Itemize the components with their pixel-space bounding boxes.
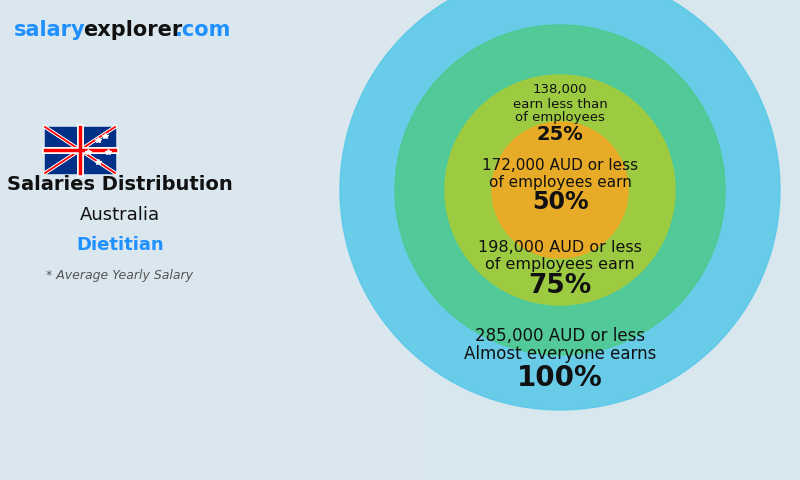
- Text: Australia: Australia: [80, 206, 160, 224]
- Text: 285,000 AUD or less: 285,000 AUD or less: [475, 327, 645, 345]
- Text: Almost everyone earns: Almost everyone earns: [464, 345, 656, 363]
- Circle shape: [445, 75, 675, 305]
- Text: 25%: 25%: [537, 125, 583, 144]
- Text: .com: .com: [175, 20, 231, 40]
- Text: of employees earn: of employees earn: [489, 175, 631, 190]
- Bar: [0, 0, 420, 480]
- Bar: [45, 127, 115, 173]
- Circle shape: [492, 122, 628, 258]
- Circle shape: [395, 25, 725, 355]
- Text: 100%: 100%: [517, 364, 603, 392]
- Text: Salaries Distribution: Salaries Distribution: [7, 176, 233, 194]
- Text: 172,000 AUD or less: 172,000 AUD or less: [482, 158, 638, 173]
- Circle shape: [340, 0, 780, 410]
- Text: of employees earn: of employees earn: [485, 256, 635, 272]
- Text: of employees: of employees: [515, 111, 605, 124]
- Text: 138,000: 138,000: [533, 84, 587, 96]
- Text: earn less than: earn less than: [513, 97, 607, 110]
- Text: 75%: 75%: [528, 273, 592, 299]
- Text: Dietitian: Dietitian: [76, 236, 164, 254]
- Text: explorer: explorer: [83, 20, 182, 40]
- Text: 50%: 50%: [532, 190, 588, 214]
- Text: 198,000 AUD or less: 198,000 AUD or less: [478, 240, 642, 254]
- Text: salary: salary: [14, 20, 86, 40]
- Text: * Average Yearly Salary: * Average Yearly Salary: [46, 268, 194, 281]
